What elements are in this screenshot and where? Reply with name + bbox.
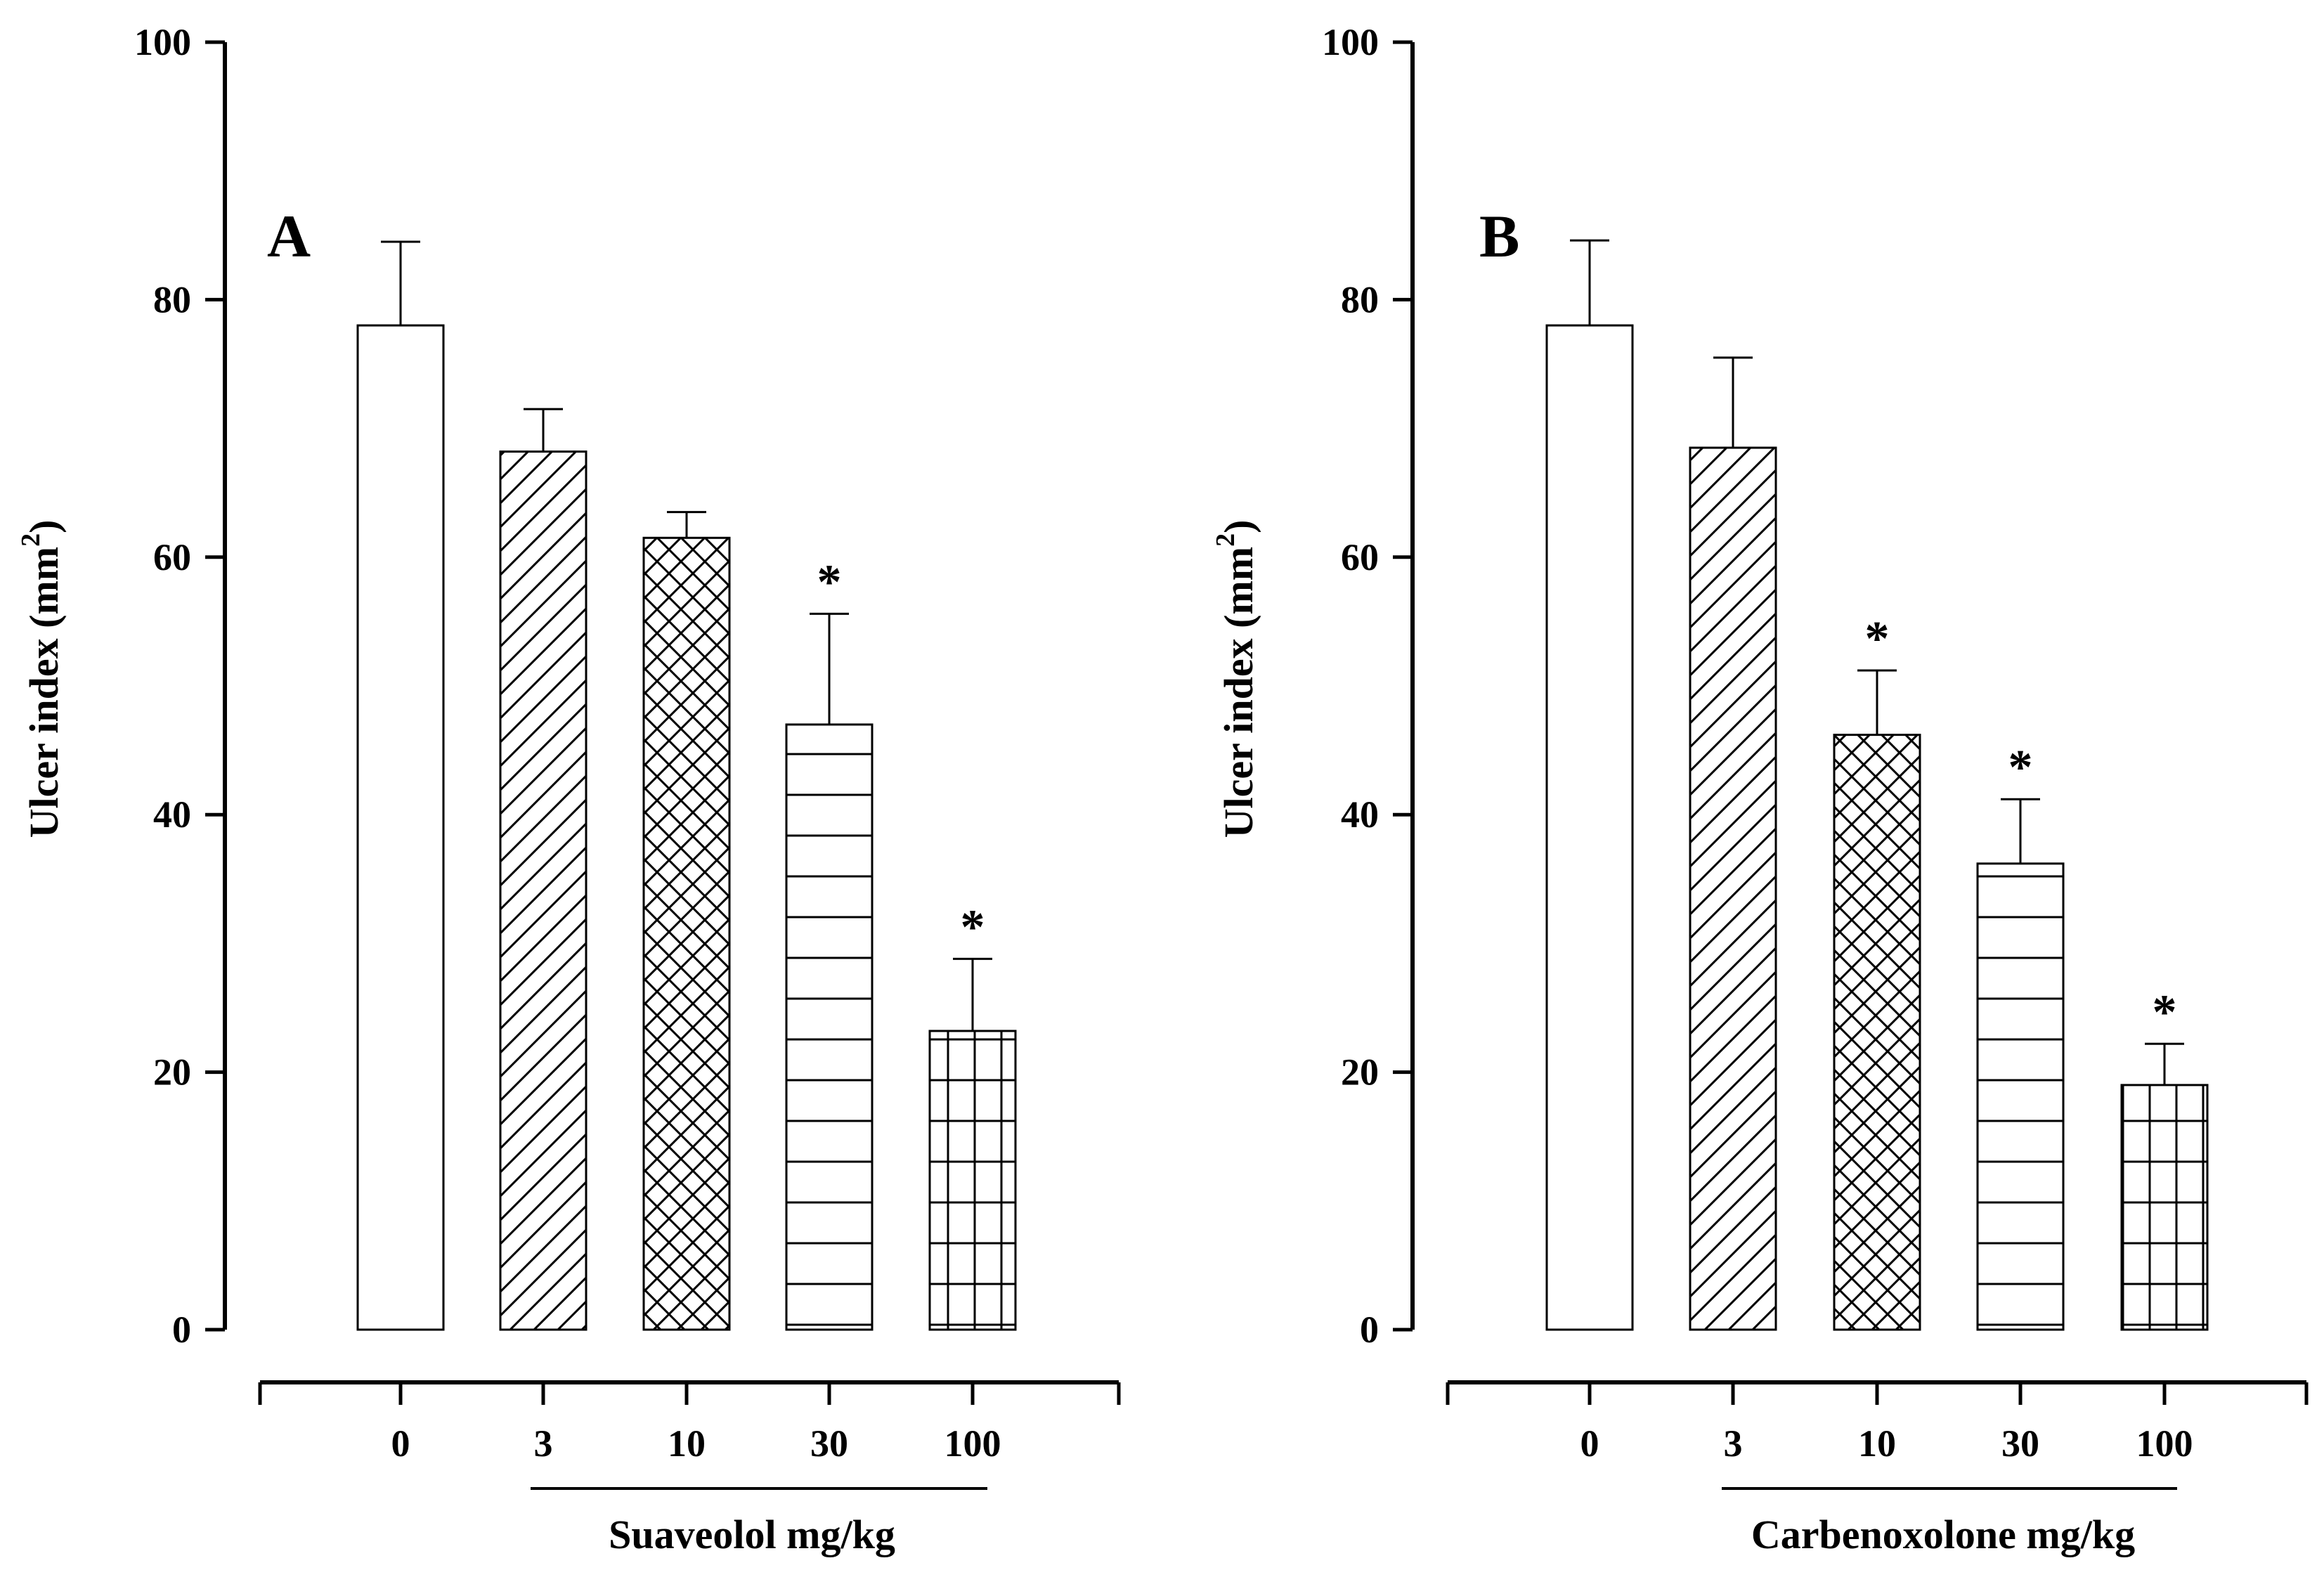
y-tick-label: 0 xyxy=(1360,1309,1379,1351)
bar-100 xyxy=(928,1030,1017,1331)
y-tick-label: 40 xyxy=(153,793,191,836)
x-tick-label: 30 xyxy=(2001,1422,2039,1465)
bar-0 xyxy=(356,324,445,1331)
x-tick-label: 0 xyxy=(391,1422,410,1465)
x-tick-label: 3 xyxy=(1724,1422,1743,1465)
bar-3 xyxy=(499,450,588,1331)
y-tick-label: 20 xyxy=(1341,1051,1379,1094)
y-tick-label: 60 xyxy=(1341,536,1379,578)
x-tick-label: 100 xyxy=(944,1422,1001,1465)
y-axis-title: Ulcer index (mm2) xyxy=(16,520,67,838)
x-tick-label: 3 xyxy=(534,1422,553,1465)
y-tick-label: 0 xyxy=(172,1309,191,1351)
y-tick-label: 20 xyxy=(153,1051,191,1094)
x-tick-label: 0 xyxy=(1580,1422,1599,1465)
bar-10 xyxy=(1833,734,1921,1331)
bar-10 xyxy=(642,536,731,1331)
panel-letter: A xyxy=(267,202,311,270)
y-tick-label: 80 xyxy=(1341,278,1379,320)
x-axis-title: Carbenoxolone mg/kg xyxy=(1751,1512,2135,1557)
bar-0 xyxy=(1545,324,1634,1331)
x-tick-label: 10 xyxy=(1858,1422,1896,1465)
y-tick-label: 100 xyxy=(134,21,191,63)
y-axis-title: Ulcer index (mm2) xyxy=(1211,520,1261,838)
significance-star: * xyxy=(961,900,985,954)
bar-30 xyxy=(785,723,874,1331)
x-axis-title: Suaveolol mg/kg xyxy=(609,1512,895,1557)
panel-b: 0 20 40 60 80 100 Ulcer index (mm2) B * * * 0 3 10 30 1… xyxy=(1211,21,2309,1557)
significance-star: * xyxy=(817,555,842,609)
significance-star: * xyxy=(1865,612,1890,666)
bar-100 xyxy=(2120,1084,2209,1331)
y-tick-label: 60 xyxy=(153,536,191,578)
significance-star: * xyxy=(2008,741,2033,795)
bar-30 xyxy=(1976,862,2065,1331)
significance-star: * xyxy=(2153,985,2177,1039)
panel-a: 0 20 40 60 80 100 Ulcer index (mm2) A * * 0 3 10 30 10… xyxy=(16,21,1121,1557)
panel-letter: B xyxy=(1479,202,1519,270)
x-tick-label: 10 xyxy=(668,1422,706,1465)
y-tick-label: 40 xyxy=(1341,793,1379,836)
bar-3 xyxy=(1689,446,1777,1331)
x-tick-label: 100 xyxy=(2136,1422,2193,1465)
y-tick-label: 100 xyxy=(1322,21,1379,63)
y-tick-label: 80 xyxy=(153,278,191,320)
x-tick-label: 30 xyxy=(810,1422,848,1465)
